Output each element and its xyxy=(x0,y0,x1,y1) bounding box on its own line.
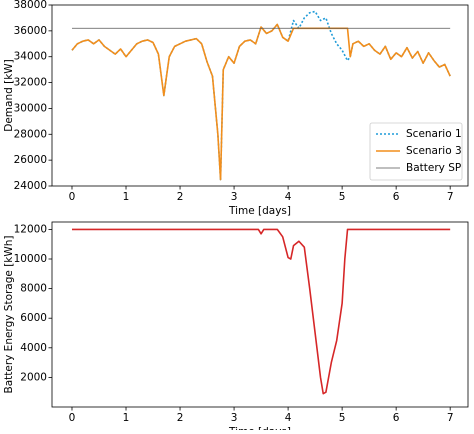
y-tick-label: 2000 xyxy=(20,371,47,383)
y-tick-label: 6000 xyxy=(20,312,47,324)
x-tick-label: 3 xyxy=(231,191,238,203)
legend-label: Battery SP xyxy=(406,162,461,174)
x-tick-label: 6 xyxy=(393,412,400,424)
x-axis-label: Time [days] xyxy=(228,426,291,430)
x-tick-label: 0 xyxy=(69,191,76,203)
plot-frame xyxy=(51,4,469,187)
data-line xyxy=(71,228,451,395)
x-tick-label: 7 xyxy=(447,412,454,424)
x-tick-label: 3 xyxy=(231,412,238,424)
y-tick-label: 38000 xyxy=(14,0,47,11)
y-axis-label: Battery Energy Storage [kWh] xyxy=(3,235,15,393)
legend-label: Scenario 3 xyxy=(406,145,462,157)
x-tick-label: 4 xyxy=(285,191,292,203)
y-tick-label: 28000 xyxy=(14,128,47,140)
x-tick-label: 0 xyxy=(69,412,76,424)
data-line xyxy=(71,23,451,181)
y-axis-label: Demand [kW] xyxy=(3,59,15,132)
x-tick-label: 5 xyxy=(339,191,346,203)
y-tick-label: 10000 xyxy=(14,253,47,265)
x-tick-label: 1 xyxy=(123,412,130,424)
y-tick-label: 32000 xyxy=(14,77,47,89)
legend: Scenario 1 Scenario 3 Battery SP xyxy=(369,122,463,181)
y-tick-label: 12000 xyxy=(14,223,47,235)
x-tick-label: 7 xyxy=(447,191,454,203)
y-tick-label: 8000 xyxy=(20,283,47,295)
legend-label: Scenario 1 xyxy=(406,128,462,140)
y-tick-label: 36000 xyxy=(14,25,47,37)
legend-box xyxy=(369,122,463,181)
y-tick-label: 4000 xyxy=(20,342,47,354)
x-tick-label: 2 xyxy=(177,191,184,203)
x-tick-label: 1 xyxy=(123,191,130,203)
x-tick-label: 2 xyxy=(177,412,184,424)
x-tick-label: 6 xyxy=(393,191,400,203)
y-tick-label: 24000 xyxy=(14,180,47,192)
y-tick-label: 30000 xyxy=(14,102,47,114)
x-tick-label: 4 xyxy=(285,412,292,424)
plot-frame xyxy=(51,221,469,408)
x-axis-label: Time [days] xyxy=(228,205,291,217)
y-tick-label: 34000 xyxy=(14,51,47,63)
y-tick-label: 26000 xyxy=(14,154,47,166)
x-tick-label: 5 xyxy=(339,412,346,424)
